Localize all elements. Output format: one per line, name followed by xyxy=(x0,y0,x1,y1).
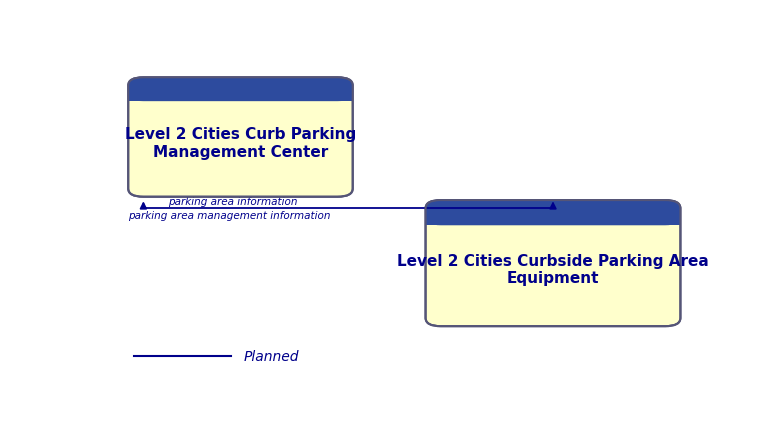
Bar xyxy=(426,213,680,226)
Bar xyxy=(128,90,353,102)
FancyBboxPatch shape xyxy=(426,200,680,326)
FancyBboxPatch shape xyxy=(128,78,352,197)
Text: Level 2 Cities Curb Parking
Management Center: Level 2 Cities Curb Parking Management C… xyxy=(124,127,356,159)
Text: parking area information: parking area information xyxy=(168,196,298,206)
FancyBboxPatch shape xyxy=(426,200,680,226)
Text: Planned: Planned xyxy=(244,349,299,363)
Text: parking area management information: parking area management information xyxy=(128,211,330,221)
FancyBboxPatch shape xyxy=(128,78,352,102)
Text: Level 2 Cities Curbside Parking Area
Equipment: Level 2 Cities Curbside Parking Area Equ… xyxy=(397,253,709,286)
